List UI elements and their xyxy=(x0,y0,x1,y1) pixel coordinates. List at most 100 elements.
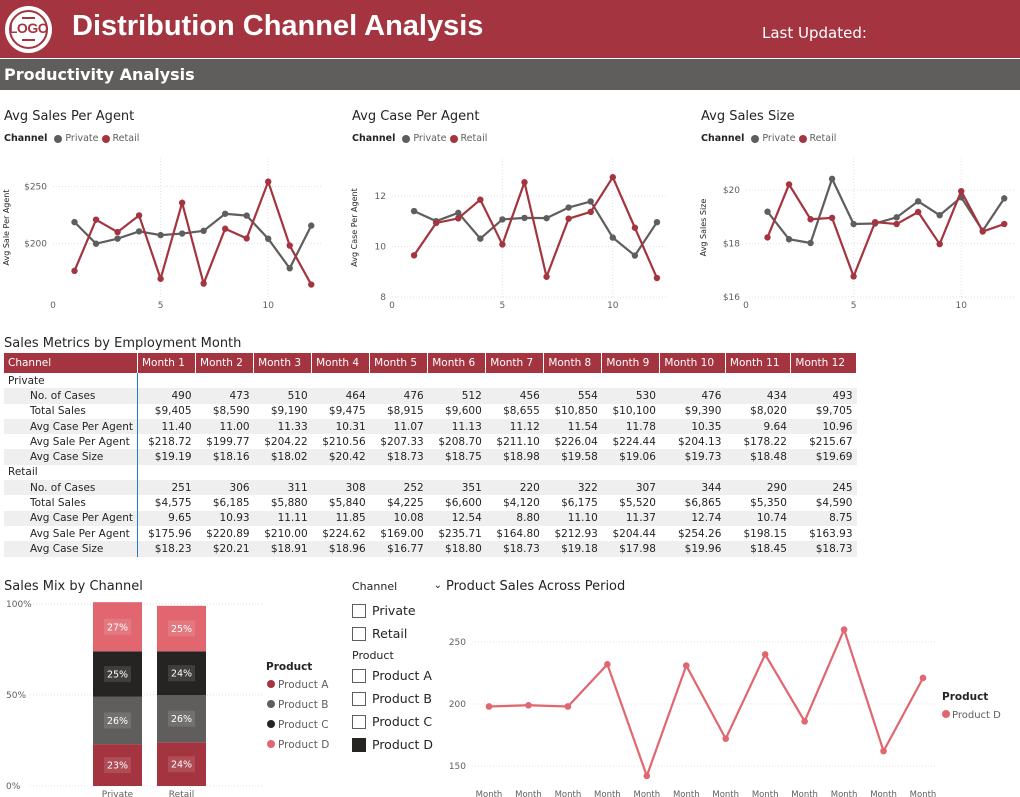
data-point[interactable] xyxy=(521,214,528,222)
slicer-item[interactable]: Product A xyxy=(352,664,442,687)
column-header-month[interactable]: Month 2 xyxy=(195,353,255,373)
data-point[interactable] xyxy=(71,267,78,275)
data-point[interactable] xyxy=(609,234,616,241)
bar-segment[interactable] xyxy=(93,744,142,786)
data-point[interactable] xyxy=(919,674,927,682)
data-point[interactable] xyxy=(521,179,528,186)
data-point[interactable] xyxy=(499,241,506,248)
data-point[interactable] xyxy=(221,225,229,232)
legend-item[interactable]: Product D xyxy=(952,710,1001,721)
legend-retail[interactable]: Retail xyxy=(460,133,488,144)
checkbox[interactable] xyxy=(352,691,366,706)
data-point[interactable] xyxy=(564,703,572,710)
chevron-down-icon[interactable]: ⌄ xyxy=(433,580,442,591)
data-point[interactable] xyxy=(477,196,484,203)
data-point[interactable] xyxy=(871,218,879,226)
data-point[interactable] xyxy=(157,231,164,239)
data-point[interactable] xyxy=(587,198,594,205)
bar-segment[interactable] xyxy=(157,651,206,695)
bar-segment[interactable] xyxy=(93,696,142,745)
data-point[interactable] xyxy=(828,175,836,183)
column-header-month[interactable]: Month 1 xyxy=(137,353,197,373)
data-point[interactable] xyxy=(455,215,462,222)
data-point[interactable] xyxy=(958,187,965,195)
column-header-month[interactable]: Month 6 xyxy=(427,353,487,373)
data-point[interactable] xyxy=(631,252,639,259)
data-point[interactable] xyxy=(286,265,293,272)
slicer-item[interactable]: Product B xyxy=(352,687,442,710)
data-point[interactable] xyxy=(631,224,639,231)
data-point[interactable] xyxy=(525,701,532,709)
legend-item[interactable]: Product C xyxy=(278,719,329,731)
data-point[interactable] xyxy=(485,703,493,710)
data-point[interactable] xyxy=(565,215,572,222)
checkbox[interactable] xyxy=(352,714,366,729)
series-line-retail[interactable] xyxy=(73,178,313,288)
line-chart-product-sales[interactable]: 250 200 150 Month Month Month Month Month Month M… xyxy=(440,596,1020,797)
series-line-retail[interactable] xyxy=(766,182,1005,280)
data-point[interactable] xyxy=(604,661,611,668)
data-point[interactable] xyxy=(785,181,793,188)
data-point[interactable] xyxy=(840,626,848,633)
line-chart-sales-per-agent[interactable]: $250 $200 0 5 10 Avg Sale Per Agent xyxy=(0,150,330,318)
data-point[interactable] xyxy=(609,174,616,181)
data-point[interactable] xyxy=(880,747,887,755)
bar-segment[interactable] xyxy=(157,742,206,786)
line-chart-case-per-agent[interactable]: 12 10 80 5 10 Avg Case Per Agent xyxy=(348,150,678,318)
bar-segment[interactable] xyxy=(93,602,142,652)
slicer-item[interactable]: Product D xyxy=(352,733,442,756)
column-header-month[interactable]: Month 3 xyxy=(253,353,313,373)
data-point[interactable] xyxy=(543,273,550,280)
legend-private[interactable]: Private xyxy=(413,133,447,144)
bar-segment[interactable] xyxy=(157,695,206,743)
data-point[interactable] xyxy=(308,222,315,229)
data-point[interactable] xyxy=(286,242,293,249)
column-header-month[interactable]: Month 5 xyxy=(369,353,429,373)
legend-retail[interactable]: Retail xyxy=(809,133,837,144)
data-point[interactable] xyxy=(265,235,272,242)
legend-retail[interactable]: Retail xyxy=(112,133,140,144)
data-point[interactable] xyxy=(455,209,462,217)
series-line-private[interactable] xyxy=(413,200,658,258)
data-point[interactable] xyxy=(893,220,900,228)
data-point[interactable] xyxy=(135,228,143,235)
data-point[interactable] xyxy=(785,236,793,243)
data-point[interactable] xyxy=(893,214,900,221)
data-point[interactable] xyxy=(114,228,121,236)
data-point[interactable] xyxy=(135,212,143,219)
data-point[interactable] xyxy=(565,204,572,211)
data-point[interactable] xyxy=(265,178,272,185)
slicer-item[interactable]: Private xyxy=(352,599,442,622)
data-point[interactable] xyxy=(653,274,661,282)
series-line-private[interactable] xyxy=(73,212,313,271)
data-point[interactable] xyxy=(807,216,814,223)
slicer-item[interactable]: Product C xyxy=(352,710,442,733)
data-point[interactable] xyxy=(761,651,769,658)
data-point[interactable] xyxy=(410,252,418,259)
stacked-bar-chart-sales-mix[interactable]: 100% 50% 0% 23% 26% 25% 27% Private 24% 26% 24% 25%… xyxy=(0,596,340,797)
column-header-month[interactable]: Month 11 xyxy=(725,353,792,373)
data-point[interactable] xyxy=(477,235,484,242)
data-point[interactable] xyxy=(643,772,651,780)
data-point[interactable] xyxy=(682,662,690,669)
data-point[interactable] xyxy=(914,208,922,216)
data-point[interactable] xyxy=(722,735,730,743)
data-point[interactable] xyxy=(850,273,857,280)
data-point[interactable] xyxy=(157,275,164,282)
slicer-channel-header[interactable]: Channel ⌄ xyxy=(352,580,442,593)
data-point[interactable] xyxy=(178,230,186,237)
column-header-month[interactable]: Month 4 xyxy=(311,353,371,373)
data-point[interactable] xyxy=(936,240,943,248)
series-line-retail[interactable] xyxy=(413,174,658,281)
data-point[interactable] xyxy=(936,212,943,219)
column-header-month[interactable]: Month 7 xyxy=(485,353,545,373)
bar-segment[interactable] xyxy=(93,651,142,697)
data-point[interactable] xyxy=(243,235,250,242)
slicer-item[interactable]: Retail xyxy=(352,622,442,645)
data-point[interactable] xyxy=(432,219,440,227)
legend-private[interactable]: Private xyxy=(65,133,99,144)
checkbox[interactable] xyxy=(352,668,366,683)
data-point[interactable] xyxy=(587,208,594,216)
data-point[interactable] xyxy=(410,207,418,215)
legend-item[interactable]: Product B xyxy=(278,699,328,711)
